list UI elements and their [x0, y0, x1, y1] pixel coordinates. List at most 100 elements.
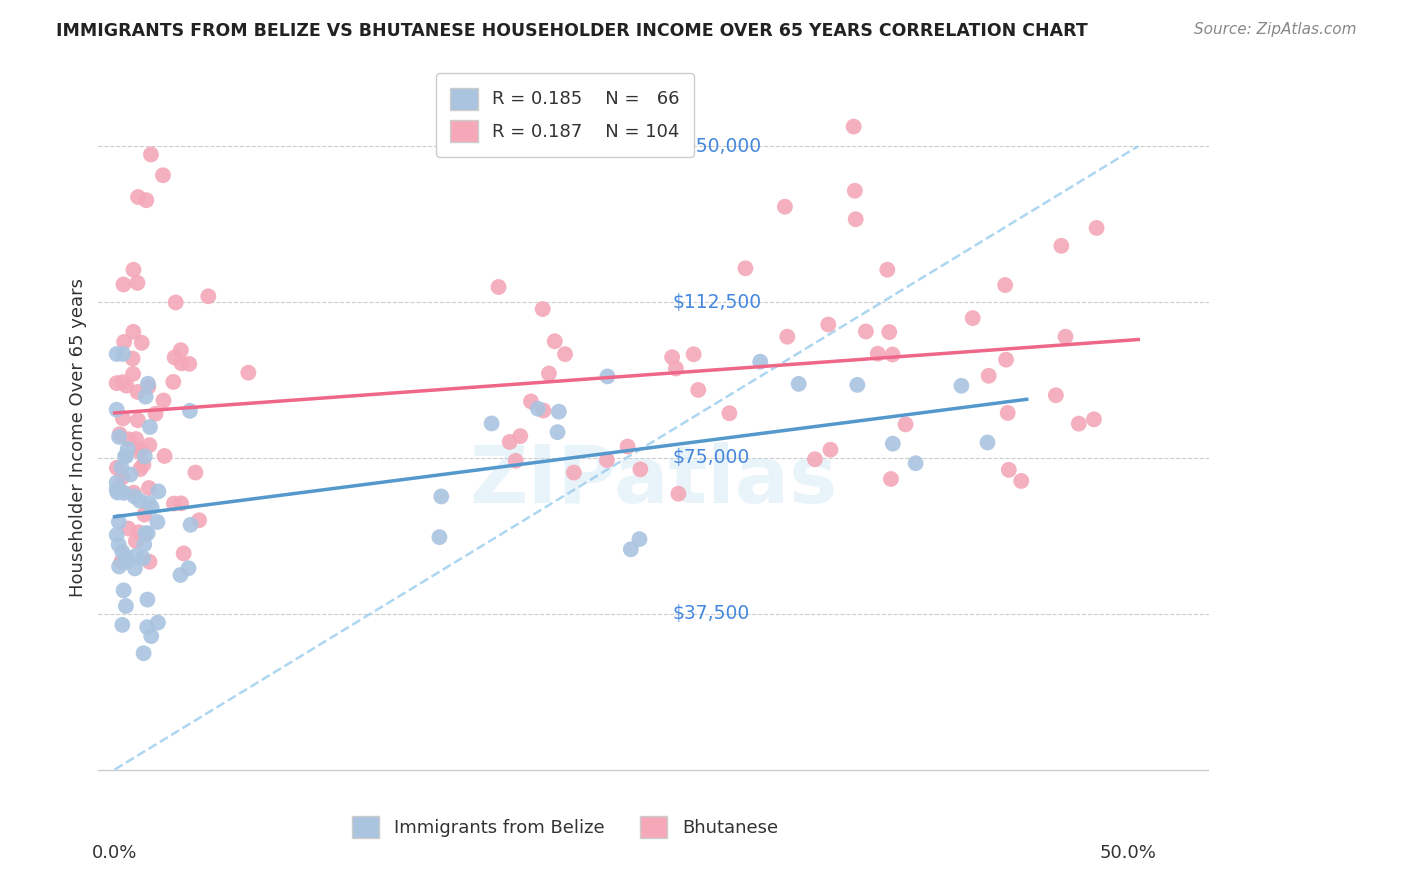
Point: [105, 475, 128, 490]
Point: [776, 329, 799, 343]
Text: $75,000: $75,000: [672, 449, 749, 467]
Point: [132, 646, 155, 660]
Point: [520, 394, 543, 409]
Point: [111, 411, 134, 425]
Text: $37,500: $37,500: [672, 604, 749, 624]
Point: [135, 193, 157, 207]
Point: [177, 561, 200, 575]
Point: [134, 526, 156, 541]
Point: [134, 508, 156, 522]
Point: [132, 551, 155, 566]
Point: [138, 438, 160, 452]
Point: [1054, 329, 1077, 343]
Point: [481, 417, 503, 431]
Point: [112, 486, 135, 500]
Point: [135, 390, 157, 404]
Point: [429, 530, 451, 544]
Point: [688, 383, 710, 397]
Point: [108, 427, 131, 442]
Point: [138, 481, 160, 495]
Point: [846, 377, 869, 392]
Point: [118, 433, 141, 447]
Point: [122, 367, 145, 381]
Point: [112, 334, 135, 349]
Point: [110, 555, 132, 569]
Point: [107, 485, 129, 500]
Point: [547, 425, 569, 439]
Point: [1083, 412, 1105, 426]
Point: [139, 147, 162, 161]
Point: [124, 490, 146, 504]
Point: [136, 376, 159, 391]
Point: [127, 276, 149, 290]
Point: [661, 350, 683, 364]
Point: [509, 429, 531, 443]
Point: [180, 517, 202, 532]
Point: [125, 432, 148, 446]
Point: [136, 380, 159, 394]
Y-axis label: Householder Income Over 65 years: Householder Income Over 65 years: [69, 277, 87, 597]
Point: [111, 470, 134, 484]
Point: [773, 200, 796, 214]
Point: [1045, 388, 1067, 402]
Point: [115, 550, 138, 565]
Point: [184, 466, 207, 480]
Point: [152, 393, 174, 408]
Point: [122, 262, 145, 277]
Point: [146, 515, 169, 529]
Point: [430, 490, 453, 504]
Point: [122, 485, 145, 500]
Point: [179, 404, 201, 418]
Point: [855, 325, 877, 339]
Point: [105, 376, 128, 391]
Text: IMMIGRANTS FROM BELIZE VS BHUTANESE HOUSEHOLDER INCOME OVER 65 YEARS CORRELATION: IMMIGRANTS FROM BELIZE VS BHUTANESE HOUS…: [56, 22, 1088, 40]
Point: [562, 466, 585, 480]
Point: [129, 442, 152, 456]
Point: [682, 347, 704, 361]
Point: [132, 458, 155, 472]
Point: [108, 559, 131, 574]
Point: [820, 442, 842, 457]
Point: [122, 325, 145, 339]
Point: [877, 325, 900, 339]
Point: [120, 467, 142, 482]
Point: [112, 583, 135, 598]
Point: [108, 430, 131, 444]
Point: [129, 462, 152, 476]
Point: [537, 367, 560, 381]
Point: [866, 347, 889, 361]
Point: [894, 417, 917, 432]
Point: [994, 278, 1017, 293]
Point: [787, 376, 810, 391]
Point: [125, 533, 148, 548]
Point: [596, 369, 619, 384]
Point: [165, 295, 187, 310]
Point: [128, 525, 150, 540]
Point: [554, 347, 576, 361]
Point: [596, 453, 619, 467]
Point: [170, 496, 193, 510]
Point: [111, 618, 134, 632]
Point: [108, 484, 131, 499]
Point: [842, 120, 865, 134]
Point: [179, 357, 201, 371]
Point: [977, 368, 1000, 383]
Point: [170, 343, 193, 358]
Point: [665, 361, 688, 376]
Point: [882, 436, 904, 450]
Point: [882, 347, 904, 361]
Point: [115, 599, 138, 613]
Point: [108, 483, 131, 497]
Point: [141, 500, 163, 515]
Point: [845, 212, 868, 227]
Point: [105, 528, 128, 542]
Point: [138, 496, 160, 510]
Point: [111, 545, 134, 559]
Point: [997, 463, 1019, 477]
Point: [139, 420, 162, 434]
Point: [1010, 474, 1032, 488]
Point: [121, 351, 143, 366]
Text: 0.0%: 0.0%: [91, 845, 138, 863]
Point: [115, 553, 138, 567]
Point: [976, 435, 998, 450]
